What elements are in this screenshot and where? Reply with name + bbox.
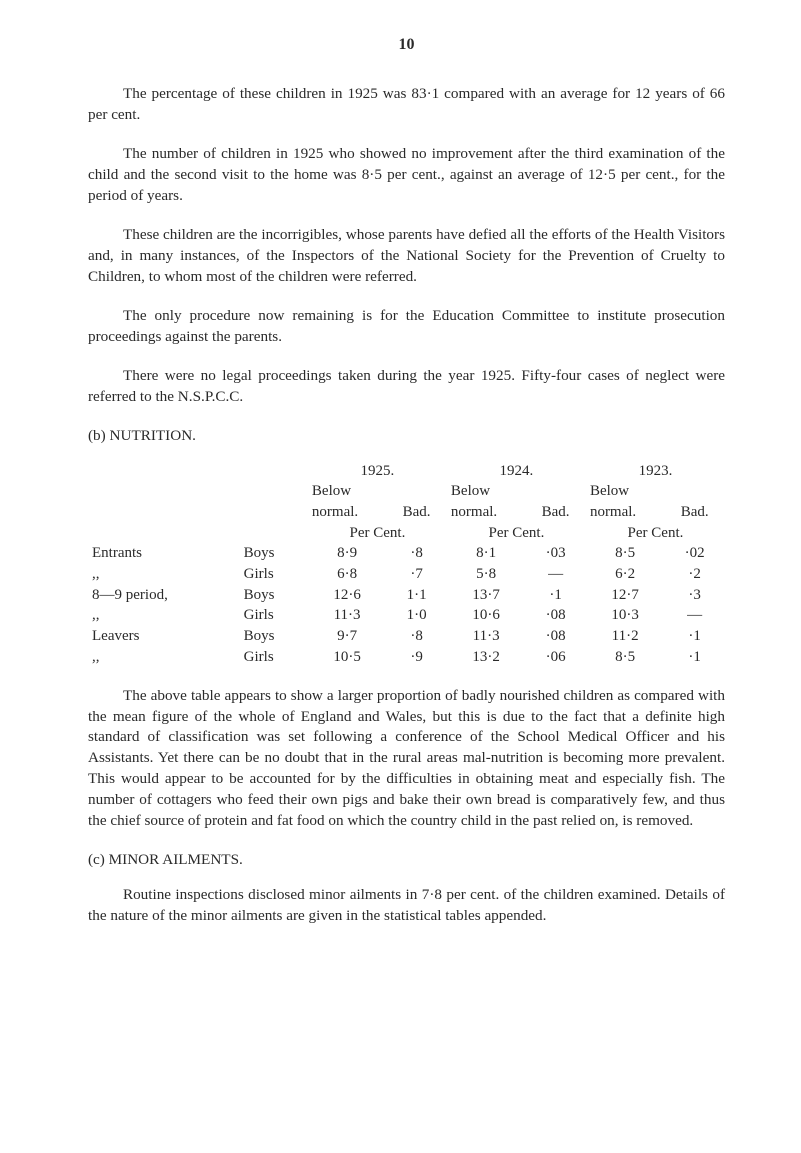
normal-label: normal. <box>586 502 664 523</box>
row-sub: Girls <box>240 564 308 585</box>
row-sub: Girls <box>240 647 308 668</box>
year-1923: 1923. <box>586 461 725 482</box>
row-sub: Boys <box>240 585 308 606</box>
cell: ·1 <box>525 585 586 606</box>
cell: 11·2 <box>586 626 664 647</box>
cell: 13·7 <box>447 585 525 606</box>
cell: ·8 <box>386 543 447 564</box>
below-label: Below <box>447 481 525 502</box>
paragraph-3: These children are the incorrigibles, wh… <box>88 225 725 288</box>
percent-label: Per Cent. <box>586 523 725 544</box>
page-number: 10 <box>88 34 725 56</box>
cell: — <box>664 605 725 626</box>
cell: ·2 <box>664 564 725 585</box>
table-row: Leavers Boys 9·7 ·8 11·3 ·08 11·2 ·1 <box>88 626 725 647</box>
below-label: Below <box>308 481 386 502</box>
cell: ·08 <box>525 626 586 647</box>
table-percent-row: Per Cent. Per Cent. Per Cent. <box>88 523 725 544</box>
paragraph-4: The only procedure now remaining is for … <box>88 306 725 348</box>
paragraph-7: Routine inspections disclosed minor ailm… <box>88 885 725 927</box>
normal-label: normal. <box>308 502 386 523</box>
cell: 10·3 <box>586 605 664 626</box>
section-b-heading: (b) NUTRITION. <box>88 426 725 447</box>
table-row: ,, Girls 6·8 ·7 5·8 — 6·2 ·2 <box>88 564 725 585</box>
row-label: ,, <box>88 564 240 585</box>
cell: 12·7 <box>586 585 664 606</box>
cell: 10·5 <box>308 647 386 668</box>
bad-label: Bad. <box>386 502 447 523</box>
table-row: ,, Girls 10·5 ·9 13·2 ·06 8·5 ·1 <box>88 647 725 668</box>
row-label: Leavers <box>88 626 240 647</box>
cell: ·1 <box>664 647 725 668</box>
row-sub: Boys <box>240 543 308 564</box>
year-1924: 1924. <box>447 461 586 482</box>
bad-label: Bad. <box>525 502 586 523</box>
row-label: ,, <box>88 605 240 626</box>
cell: 8·5 <box>586 543 664 564</box>
paragraph-1: The percentage of these children in 1925… <box>88 84 725 126</box>
nutrition-table: 1925. 1924. 1923. Below Below Below norm… <box>88 461 725 668</box>
cell: 1·0 <box>386 605 447 626</box>
year-1925: 1925. <box>308 461 447 482</box>
cell: ·8 <box>386 626 447 647</box>
cell: 11·3 <box>308 605 386 626</box>
table-below-row: Below Below Below <box>88 481 725 502</box>
cell: ·06 <box>525 647 586 668</box>
percent-label: Per Cent. <box>447 523 586 544</box>
table-year-row: 1925. 1924. 1923. <box>88 461 725 482</box>
normal-label: normal. <box>447 502 525 523</box>
table-normal-bad-row: normal. Bad. normal. Bad. normal. Bad. <box>88 502 725 523</box>
cell: 5·8 <box>447 564 525 585</box>
row-label: 8—9 period, <box>88 585 240 606</box>
cell: ·02 <box>664 543 725 564</box>
cell: ·7 <box>386 564 447 585</box>
cell: 11·3 <box>447 626 525 647</box>
cell: — <box>525 564 586 585</box>
paragraph-5: There were no legal proceedings taken du… <box>88 366 725 408</box>
page: 10 The percentage of these children in 1… <box>0 0 801 1153</box>
cell: 9·7 <box>308 626 386 647</box>
table-row: Entrants Boys 8·9 ·8 8·1 ·03 8·5 ·02 <box>88 543 725 564</box>
paragraph-6: The above table appears to show a larger… <box>88 686 725 833</box>
below-label: Below <box>586 481 664 502</box>
table-row: 8—9 period, Boys 12·6 1·1 13·7 ·1 12·7 ·… <box>88 585 725 606</box>
bad-label: Bad. <box>664 502 725 523</box>
cell: 1·1 <box>386 585 447 606</box>
cell: 8·9 <box>308 543 386 564</box>
paragraph-2: The number of children in 1925 who showe… <box>88 144 725 207</box>
row-sub: Girls <box>240 605 308 626</box>
cell: 13·2 <box>447 647 525 668</box>
cell: 10·6 <box>447 605 525 626</box>
cell: ·03 <box>525 543 586 564</box>
cell: ·9 <box>386 647 447 668</box>
cell: 6·2 <box>586 564 664 585</box>
cell: ·1 <box>664 626 725 647</box>
cell: 12·6 <box>308 585 386 606</box>
table-row: ,, Girls 11·3 1·0 10·6 ·08 10·3 — <box>88 605 725 626</box>
row-label: ,, <box>88 647 240 668</box>
percent-label: Per Cent. <box>308 523 447 544</box>
cell: 8·5 <box>586 647 664 668</box>
cell: 8·1 <box>447 543 525 564</box>
cell: ·08 <box>525 605 586 626</box>
row-label: Entrants <box>88 543 240 564</box>
cell: 6·8 <box>308 564 386 585</box>
cell: ·3 <box>664 585 725 606</box>
section-c-heading: (c) MINOR AILMENTS. <box>88 850 725 871</box>
row-sub: Boys <box>240 626 308 647</box>
